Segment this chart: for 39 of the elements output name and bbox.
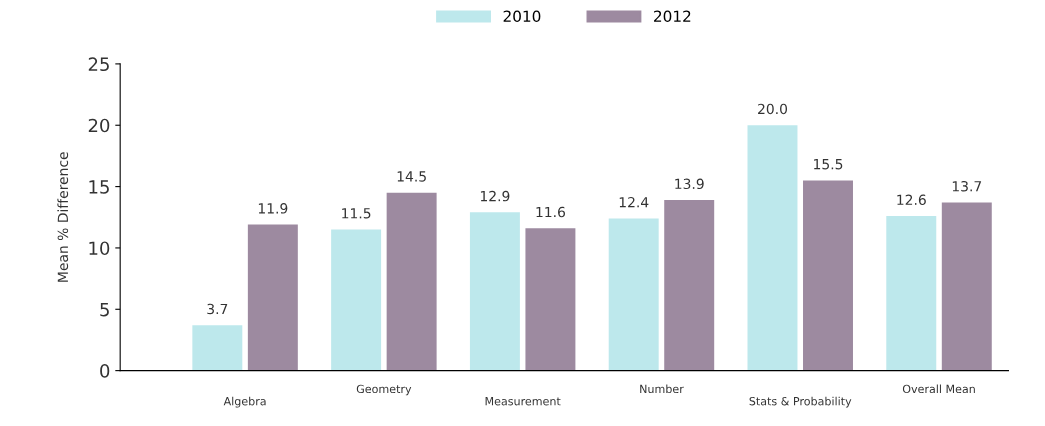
y-tick-label: 5 <box>100 302 109 317</box>
bar <box>886 216 937 371</box>
data-label: 12.9 <box>480 190 510 202</box>
bar <box>664 200 715 371</box>
x-tick-label: Overall Mean <box>902 384 975 394</box>
y-axis-title: Mean % Difference <box>57 152 69 282</box>
data-label: 11.6 <box>536 206 566 218</box>
bar <box>525 228 576 371</box>
legend-label: 2010 <box>503 10 541 22</box>
y-tick-label: 25 <box>88 57 109 72</box>
bar <box>803 180 853 371</box>
data-label: 11.5 <box>342 208 371 219</box>
x-tick-label: Geometry <box>356 384 412 396</box>
bar <box>941 202 992 371</box>
legend-label: 2012 <box>654 10 691 22</box>
bar <box>747 125 798 371</box>
bar <box>247 224 298 371</box>
bar <box>608 218 659 371</box>
x-tick-label: Measurement <box>485 397 561 406</box>
x-tick-label: Algebra <box>223 396 266 408</box>
bar <box>469 212 520 371</box>
data-label: 15.5 <box>814 159 843 170</box>
y-tick-label: 10 <box>89 241 110 256</box>
y-tick-label: 20 <box>88 118 110 133</box>
data-label: 13.9 <box>675 178 704 190</box>
data-label: 12.4 <box>619 196 649 208</box>
x-tick-label: Stats & Probability <box>749 396 852 408</box>
data-label: 14.5 <box>397 171 426 182</box>
bar <box>192 325 243 371</box>
data-label: 12.6 <box>897 194 926 206</box>
bar <box>386 192 437 371</box>
data-label: 11.9 <box>258 203 288 214</box>
data-label: 20.0 <box>758 103 788 115</box>
y-tick-label: 15 <box>89 180 109 194</box>
y-tick-label: 0 <box>100 364 110 378</box>
data-label: 3.7 <box>207 303 228 315</box>
x-tick-label: Number <box>640 384 684 394</box>
bar <box>331 229 382 371</box>
data-label: 13.7 <box>952 181 982 192</box>
